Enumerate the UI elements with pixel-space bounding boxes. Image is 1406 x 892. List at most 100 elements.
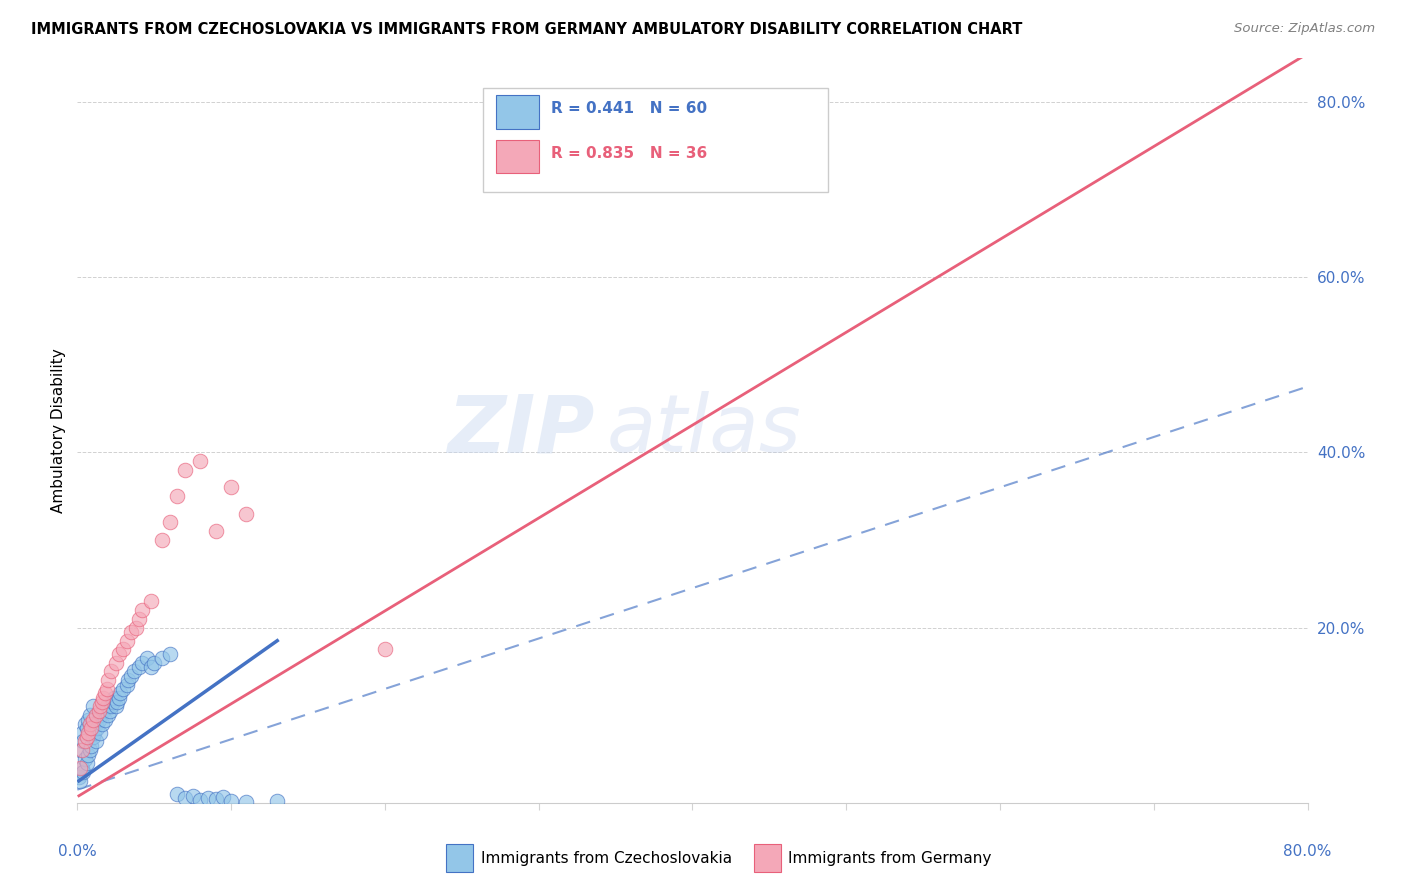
Point xyxy=(115,677,138,691)
Point xyxy=(73,717,96,731)
Point xyxy=(131,656,153,670)
Point xyxy=(77,747,100,762)
Point xyxy=(79,743,101,757)
Point xyxy=(98,704,121,718)
Point xyxy=(120,669,142,683)
Point xyxy=(128,612,150,626)
Point xyxy=(166,787,188,801)
Point xyxy=(159,516,181,530)
Point xyxy=(70,743,93,757)
Point xyxy=(181,789,204,803)
Text: ZIP: ZIP xyxy=(447,392,595,469)
Point xyxy=(212,789,235,804)
Point xyxy=(82,730,104,744)
Point xyxy=(125,621,148,635)
Point xyxy=(84,717,107,731)
Point xyxy=(73,752,96,766)
Point xyxy=(166,489,188,503)
Point xyxy=(76,756,98,771)
Point xyxy=(79,708,101,723)
Point xyxy=(84,734,107,748)
Point xyxy=(197,790,219,805)
Point xyxy=(89,725,111,739)
Text: R = 0.441   N = 60: R = 0.441 N = 60 xyxy=(551,101,707,116)
FancyBboxPatch shape xyxy=(496,95,538,128)
Point xyxy=(72,734,94,748)
Point xyxy=(90,695,114,709)
Point xyxy=(77,713,100,727)
Point xyxy=(188,793,212,807)
Point xyxy=(112,681,135,696)
Point xyxy=(266,794,288,808)
Point xyxy=(96,699,118,714)
Point xyxy=(204,524,226,538)
Point xyxy=(100,665,122,679)
Point xyxy=(174,463,197,477)
Point xyxy=(82,713,104,727)
Point xyxy=(204,792,226,806)
Point xyxy=(141,660,163,674)
Point xyxy=(72,765,94,780)
Point xyxy=(188,454,212,468)
Y-axis label: Ambulatory Disability: Ambulatory Disability xyxy=(51,348,66,513)
Point xyxy=(69,773,91,788)
Point xyxy=(69,743,91,757)
Point xyxy=(159,647,181,661)
Point xyxy=(80,739,103,753)
Point xyxy=(104,699,127,714)
Text: 0.0%: 0.0% xyxy=(58,844,97,859)
Point xyxy=(83,725,105,739)
Point xyxy=(108,690,131,705)
Point xyxy=(86,721,108,735)
Point xyxy=(122,665,145,679)
Point xyxy=(108,647,131,661)
Point xyxy=(97,673,120,687)
Text: IMMIGRANTS FROM CZECHOSLOVAKIA VS IMMIGRANTS FROM GERMANY AMBULATORY DISABILITY : IMMIGRANTS FROM CZECHOSLOVAKIA VS IMMIGR… xyxy=(31,22,1022,37)
Point xyxy=(131,603,153,617)
Point xyxy=(128,660,150,674)
Point xyxy=(120,624,142,639)
Point xyxy=(89,708,111,723)
Point xyxy=(235,795,257,809)
Point xyxy=(94,713,117,727)
Point xyxy=(93,704,115,718)
Point xyxy=(105,695,128,709)
Point xyxy=(374,642,396,657)
Point xyxy=(70,761,93,775)
Point xyxy=(96,681,118,696)
Point xyxy=(143,656,166,670)
FancyBboxPatch shape xyxy=(484,87,828,192)
Point xyxy=(87,713,110,727)
Text: Immigrants from Germany: Immigrants from Germany xyxy=(789,851,991,866)
Point xyxy=(100,699,122,714)
Point xyxy=(150,651,173,665)
Text: Source: ZipAtlas.com: Source: ZipAtlas.com xyxy=(1234,22,1375,36)
Text: 80.0%: 80.0% xyxy=(1284,844,1331,859)
Point xyxy=(93,690,115,705)
Point xyxy=(69,761,91,775)
Point xyxy=(101,695,124,709)
Point xyxy=(104,656,127,670)
Point xyxy=(135,651,157,665)
Point xyxy=(103,690,125,705)
Point xyxy=(141,594,163,608)
Point xyxy=(67,770,90,784)
Bar xyxy=(447,844,474,872)
Point xyxy=(235,507,257,521)
Point xyxy=(219,794,242,808)
Point xyxy=(174,791,197,805)
Text: atlas: atlas xyxy=(606,392,801,469)
Bar xyxy=(754,844,782,872)
Point xyxy=(117,673,139,687)
Point xyxy=(73,734,96,748)
Point xyxy=(90,717,114,731)
Point xyxy=(97,708,120,723)
Point xyxy=(87,704,110,718)
Point xyxy=(76,730,98,744)
Point xyxy=(115,633,138,648)
Point xyxy=(79,717,101,731)
Point xyxy=(110,686,132,700)
Point xyxy=(82,699,104,714)
Point xyxy=(76,721,98,735)
Point xyxy=(219,480,242,494)
